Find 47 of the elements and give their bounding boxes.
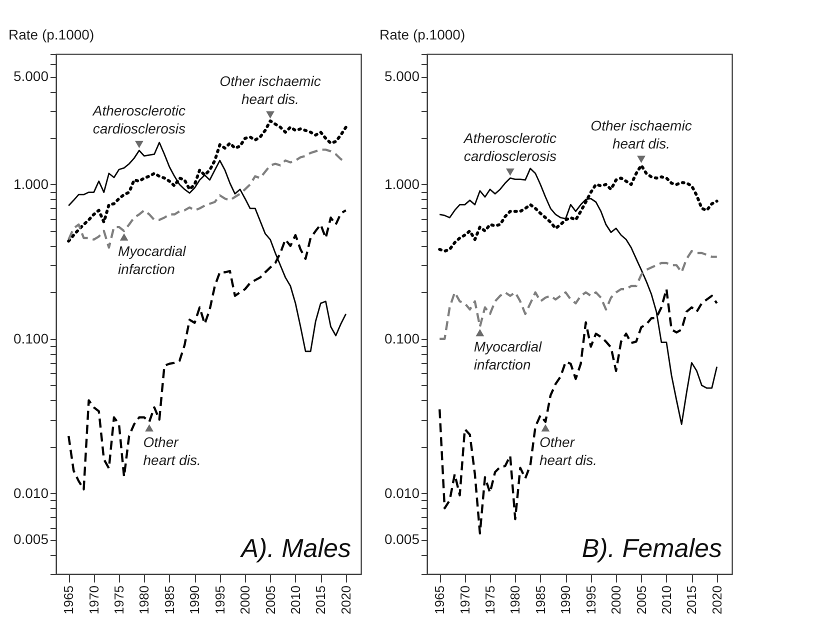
y-tick-label: 1.000: [384, 176, 420, 192]
text: A). Males: [239, 533, 351, 563]
y-axis-title: Rate (p.1000): [8, 26, 94, 42]
y-tick-label: 1.000: [13, 176, 49, 192]
y-tick-label: 0.005: [384, 531, 420, 548]
x-tick-label: 2005: [262, 586, 278, 614]
x-tick-label: 2000: [608, 586, 624, 614]
annotation: Myocardial infarction: [118, 242, 187, 277]
x-tick-label: 2020: [709, 586, 724, 614]
y-tick-label: 0.010: [13, 484, 49, 501]
x-tick-label: 2000: [238, 586, 253, 614]
x-tick-label: 1990: [187, 586, 202, 614]
x-tick-label: 1995: [212, 586, 228, 614]
x-tick-label: 2010: [658, 586, 674, 614]
annotation: Other heart dis.: [539, 434, 598, 468]
annotation: Atherosclerotic cardiosclerosis: [462, 130, 556, 164]
x-tick-label: 2005: [634, 586, 649, 614]
x-tick-label: 1980: [136, 586, 152, 614]
y-tick-label: 5.000: [384, 68, 420, 84]
y-tick-label: 5.000: [13, 68, 49, 84]
x-tick-label: 1970: [457, 586, 472, 614]
annotation: Other ischaemic heart dis.: [220, 72, 321, 107]
x-tick-label: 1970: [86, 586, 102, 614]
x-tick-label: 2020: [338, 586, 354, 614]
x-tick-label: 2015: [313, 586, 328, 614]
y-tick-label: 0.100: [384, 330, 420, 346]
x-tick-label: 1975: [482, 586, 498, 614]
x-tick-label: 1975: [112, 586, 127, 614]
x-tick-label: 1965: [61, 586, 76, 614]
x-tick-label: 1995: [583, 586, 598, 614]
x-tick-label: 1985: [162, 586, 177, 614]
x-tick-label: 1985: [532, 586, 548, 614]
x-tick-label: 1980: [508, 586, 523, 614]
x-tick-label: 2015: [684, 586, 700, 614]
x-tick-label: 1965: [432, 586, 448, 614]
annotation: Atherosclerotic cardiosclerosis: [92, 102, 186, 136]
y-tick-label: 0.005: [13, 531, 49, 548]
text: B). Females: [582, 533, 722, 563]
annotation: Other heart dis.: [143, 434, 201, 468]
annotation: Myocardial infarction: [474, 338, 543, 373]
line-series: [438, 250, 718, 340]
y-tick-label: 0.010: [384, 484, 420, 501]
x-tick-label: 1990: [558, 586, 574, 614]
y-axis-title: Rate (p.1000): [380, 26, 466, 42]
x-tick-label: 2010: [288, 586, 303, 614]
y-tick-label: 0.100: [13, 330, 49, 346]
annotation: Other ischaemic heart dis.: [590, 117, 692, 152]
